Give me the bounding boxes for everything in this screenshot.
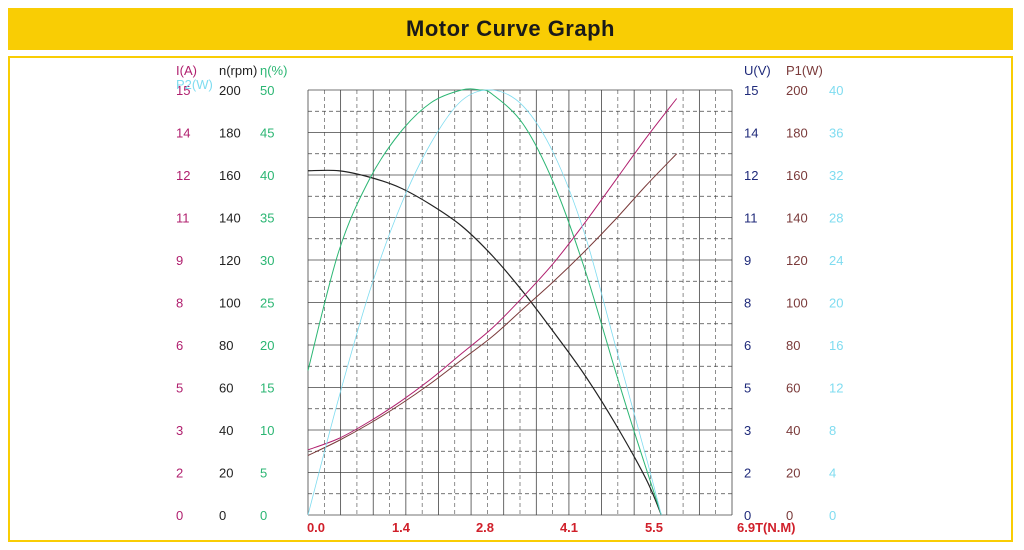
input_power-tick-label: 20 (786, 466, 800, 481)
chart-title: Motor Curve Graph (406, 16, 615, 41)
input_power-tick-label: 100 (786, 296, 808, 311)
voltage-tick-label: 9 (744, 253, 751, 268)
efficiency-tick-label: 5 (260, 466, 267, 481)
efficiency-curve (307, 88, 662, 516)
speed-axis-label: n(rpm) (219, 63, 257, 78)
x-tick-label: 2.8 (476, 520, 494, 535)
speed-tick-label: 0 (219, 508, 226, 523)
efficiency-tick-label: 30 (260, 253, 274, 268)
speed-tick-label: 80 (219, 338, 233, 353)
current-tick-label: 11 (176, 211, 190, 226)
voltage-tick-label: 12 (744, 168, 758, 183)
output_power-tick-label: 16 (829, 338, 843, 353)
x-tick-label: 4.1 (560, 520, 578, 535)
input_power-tick-label: 80 (786, 338, 800, 353)
voltage-tick-label: 2 (744, 466, 751, 481)
speed-tick-label: 120 (219, 253, 241, 268)
x-tick-label: 1.4 (392, 520, 411, 535)
title-banner: Motor Curve Graph (8, 8, 1013, 50)
efficiency-tick-label: 50 (260, 83, 274, 98)
input_power-tick-label: 0 (786, 508, 793, 523)
current-tick-label: 12 (176, 168, 190, 183)
x-axis-label: 6.9T(N.M) (737, 520, 796, 535)
voltage-tick-label: 0 (744, 508, 751, 523)
voltage-tick-label: 15 (744, 83, 758, 98)
speed-curve (307, 169, 662, 516)
output_power-tick-label: 4 (829, 466, 836, 481)
current-tick-label: 0 (176, 508, 183, 523)
input_power-tick-label: 200 (786, 83, 808, 98)
grid (307, 89, 733, 516)
speed-tick-label: 20 (219, 466, 233, 481)
input_power-axis-label: P1(W) (786, 63, 823, 78)
output_power-tick-label: 20 (829, 296, 843, 311)
output_power-tick-label: 0 (829, 508, 836, 523)
speed-tick-label: 40 (219, 423, 233, 438)
efficiency-axis-label: η(%) (260, 63, 287, 78)
input_power-tick-label: 40 (786, 423, 800, 438)
current-axis-label: I(A) (176, 63, 197, 78)
current-tick-label: 14 (176, 126, 190, 141)
efficiency-tick-label: 10 (260, 423, 274, 438)
output_power-tick-label: 12 (829, 381, 843, 396)
speed-tick-label: 140 (219, 211, 241, 226)
voltage-tick-label: 5 (744, 381, 751, 396)
speed-tick-label: 100 (219, 296, 241, 311)
efficiency-tick-label: 25 (260, 296, 274, 311)
current-tick-label: 9 (176, 253, 183, 268)
voltage-tick-label: 6 (744, 338, 751, 353)
current-tick-label: 3 (176, 423, 183, 438)
output_power-tick-label: 36 (829, 126, 843, 141)
current-tick-label: 6 (176, 338, 183, 353)
voltage-tick-label: 11 (744, 211, 758, 226)
current-tick-label: 5 (176, 381, 183, 396)
speed-tick-label: 180 (219, 126, 241, 141)
voltage-tick-label: 8 (744, 296, 751, 311)
current-tick-label: 8 (176, 296, 183, 311)
output_power-curve (307, 89, 662, 516)
input_power-tick-label: 160 (786, 168, 808, 183)
input_power-tick-label: 140 (786, 211, 808, 226)
current-tick-label: 2 (176, 466, 183, 481)
input_power-tick-label: 60 (786, 381, 800, 396)
speed-tick-label: 160 (219, 168, 241, 183)
voltage-tick-label: 3 (744, 423, 751, 438)
axes: I(A)023568911121415n(rpm)020406080100120… (176, 63, 843, 535)
input_power-curve (307, 153, 678, 456)
efficiency-tick-label: 40 (260, 168, 274, 183)
efficiency-tick-label: 35 (260, 211, 274, 226)
chart-frame (8, 56, 1013, 542)
output_power-tick-label: 24 (829, 253, 843, 268)
x-tick-label: 5.5 (645, 520, 663, 535)
speed-tick-label: 60 (219, 381, 233, 396)
efficiency-tick-label: 15 (260, 381, 274, 396)
series-lines (307, 88, 678, 516)
efficiency-tick-label: 20 (260, 338, 274, 353)
output_power-tick-label: 32 (829, 168, 843, 183)
current-curve (307, 98, 678, 451)
input_power-tick-label: 180 (786, 126, 808, 141)
input_power-tick-label: 120 (786, 253, 808, 268)
voltage-tick-label: 14 (744, 126, 758, 141)
voltage-axis-label: U(V) (744, 63, 771, 78)
efficiency-tick-label: 45 (260, 126, 274, 141)
x-tick-label: 0.0 (307, 520, 325, 535)
output_power-tick-label: 28 (829, 211, 843, 226)
current-tick-label: 15 (176, 83, 190, 98)
efficiency-tick-label: 0 (260, 508, 267, 523)
output-power-axis-label: P2(W) (176, 77, 213, 92)
speed-tick-label: 200 (219, 83, 241, 98)
output_power-tick-label: 8 (829, 423, 836, 438)
output_power-tick-label: 40 (829, 83, 843, 98)
